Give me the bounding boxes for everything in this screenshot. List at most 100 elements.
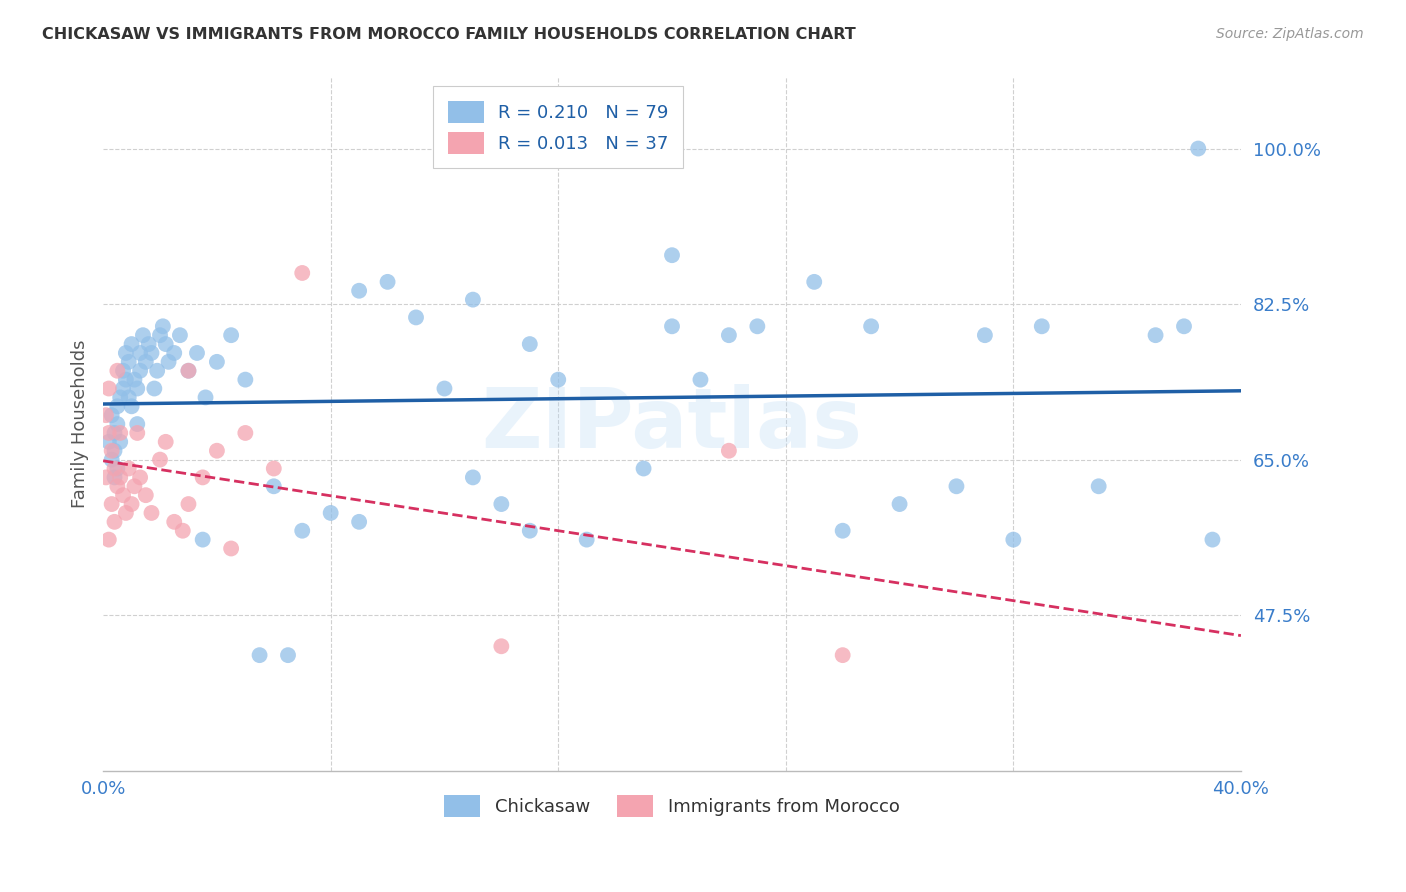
Legend: Chickasaw, Immigrants from Morocco: Chickasaw, Immigrants from Morocco bbox=[437, 788, 907, 824]
Point bbox=[103, 470, 125, 484]
Point bbox=[127, 382, 149, 396]
Point bbox=[129, 346, 152, 360]
Point bbox=[118, 391, 141, 405]
Point bbox=[127, 417, 149, 431]
Point bbox=[347, 515, 370, 529]
Point bbox=[491, 640, 513, 654]
Point bbox=[132, 328, 155, 343]
Point bbox=[319, 506, 342, 520]
Point bbox=[717, 328, 740, 343]
Point bbox=[433, 382, 456, 396]
Point bbox=[219, 328, 242, 343]
Point bbox=[155, 434, 177, 449]
Point bbox=[377, 275, 399, 289]
Point bbox=[277, 648, 299, 662]
Y-axis label: Family Households: Family Households bbox=[72, 340, 89, 508]
Point bbox=[103, 425, 125, 440]
Point bbox=[263, 461, 285, 475]
Point bbox=[633, 461, 655, 475]
Point bbox=[157, 355, 180, 369]
Point bbox=[118, 461, 141, 475]
Point bbox=[135, 488, 157, 502]
Point bbox=[108, 470, 131, 484]
Point bbox=[1173, 319, 1195, 334]
Point bbox=[155, 337, 177, 351]
Point bbox=[112, 364, 135, 378]
Point bbox=[1201, 533, 1223, 547]
Point bbox=[149, 452, 172, 467]
Point bbox=[945, 479, 967, 493]
Point bbox=[747, 319, 769, 334]
Point bbox=[103, 515, 125, 529]
Point bbox=[1031, 319, 1053, 334]
Point bbox=[1187, 142, 1209, 156]
Point bbox=[152, 319, 174, 334]
Point bbox=[94, 470, 117, 484]
Point bbox=[100, 452, 122, 467]
Point bbox=[347, 284, 370, 298]
Point bbox=[547, 373, 569, 387]
Point bbox=[405, 310, 427, 325]
Point bbox=[831, 524, 853, 538]
Point bbox=[135, 355, 157, 369]
Point bbox=[127, 425, 149, 440]
Point bbox=[889, 497, 911, 511]
Point bbox=[291, 524, 314, 538]
Point bbox=[108, 434, 131, 449]
Point bbox=[112, 488, 135, 502]
Point bbox=[249, 648, 271, 662]
Point bbox=[149, 328, 172, 343]
Point bbox=[575, 533, 598, 547]
Point bbox=[100, 497, 122, 511]
Point bbox=[108, 391, 131, 405]
Point bbox=[831, 648, 853, 662]
Point bbox=[169, 328, 191, 343]
Point bbox=[177, 364, 200, 378]
Point bbox=[177, 497, 200, 511]
Point bbox=[219, 541, 242, 556]
Point bbox=[235, 373, 257, 387]
Point bbox=[100, 443, 122, 458]
Point bbox=[186, 346, 208, 360]
Point bbox=[112, 382, 135, 396]
Point bbox=[141, 346, 163, 360]
Point bbox=[689, 373, 711, 387]
Point bbox=[1087, 479, 1109, 493]
Point bbox=[263, 479, 285, 493]
Point bbox=[291, 266, 314, 280]
Point bbox=[163, 346, 186, 360]
Point bbox=[105, 364, 128, 378]
Text: CHICKASAW VS IMMIGRANTS FROM MOROCCO FAMILY HOUSEHOLDS CORRELATION CHART: CHICKASAW VS IMMIGRANTS FROM MOROCCO FAM… bbox=[42, 27, 856, 42]
Point bbox=[172, 524, 194, 538]
Point bbox=[121, 399, 143, 413]
Point bbox=[105, 461, 128, 475]
Point bbox=[103, 461, 125, 475]
Point bbox=[661, 248, 683, 262]
Point bbox=[100, 408, 122, 422]
Point bbox=[661, 319, 683, 334]
Point bbox=[138, 337, 160, 351]
Point bbox=[860, 319, 883, 334]
Point bbox=[105, 417, 128, 431]
Point bbox=[115, 506, 138, 520]
Point bbox=[121, 497, 143, 511]
Point bbox=[191, 533, 214, 547]
Point bbox=[205, 355, 228, 369]
Point bbox=[803, 275, 825, 289]
Point bbox=[141, 506, 163, 520]
Point bbox=[194, 391, 217, 405]
Point bbox=[103, 443, 125, 458]
Point bbox=[235, 425, 257, 440]
Point bbox=[717, 443, 740, 458]
Point bbox=[108, 425, 131, 440]
Point bbox=[191, 470, 214, 484]
Point bbox=[1002, 533, 1025, 547]
Point bbox=[973, 328, 995, 343]
Point bbox=[97, 382, 120, 396]
Point bbox=[519, 337, 541, 351]
Point bbox=[146, 364, 169, 378]
Point bbox=[129, 364, 152, 378]
Text: Source: ZipAtlas.com: Source: ZipAtlas.com bbox=[1216, 27, 1364, 41]
Point bbox=[461, 293, 484, 307]
Point bbox=[94, 408, 117, 422]
